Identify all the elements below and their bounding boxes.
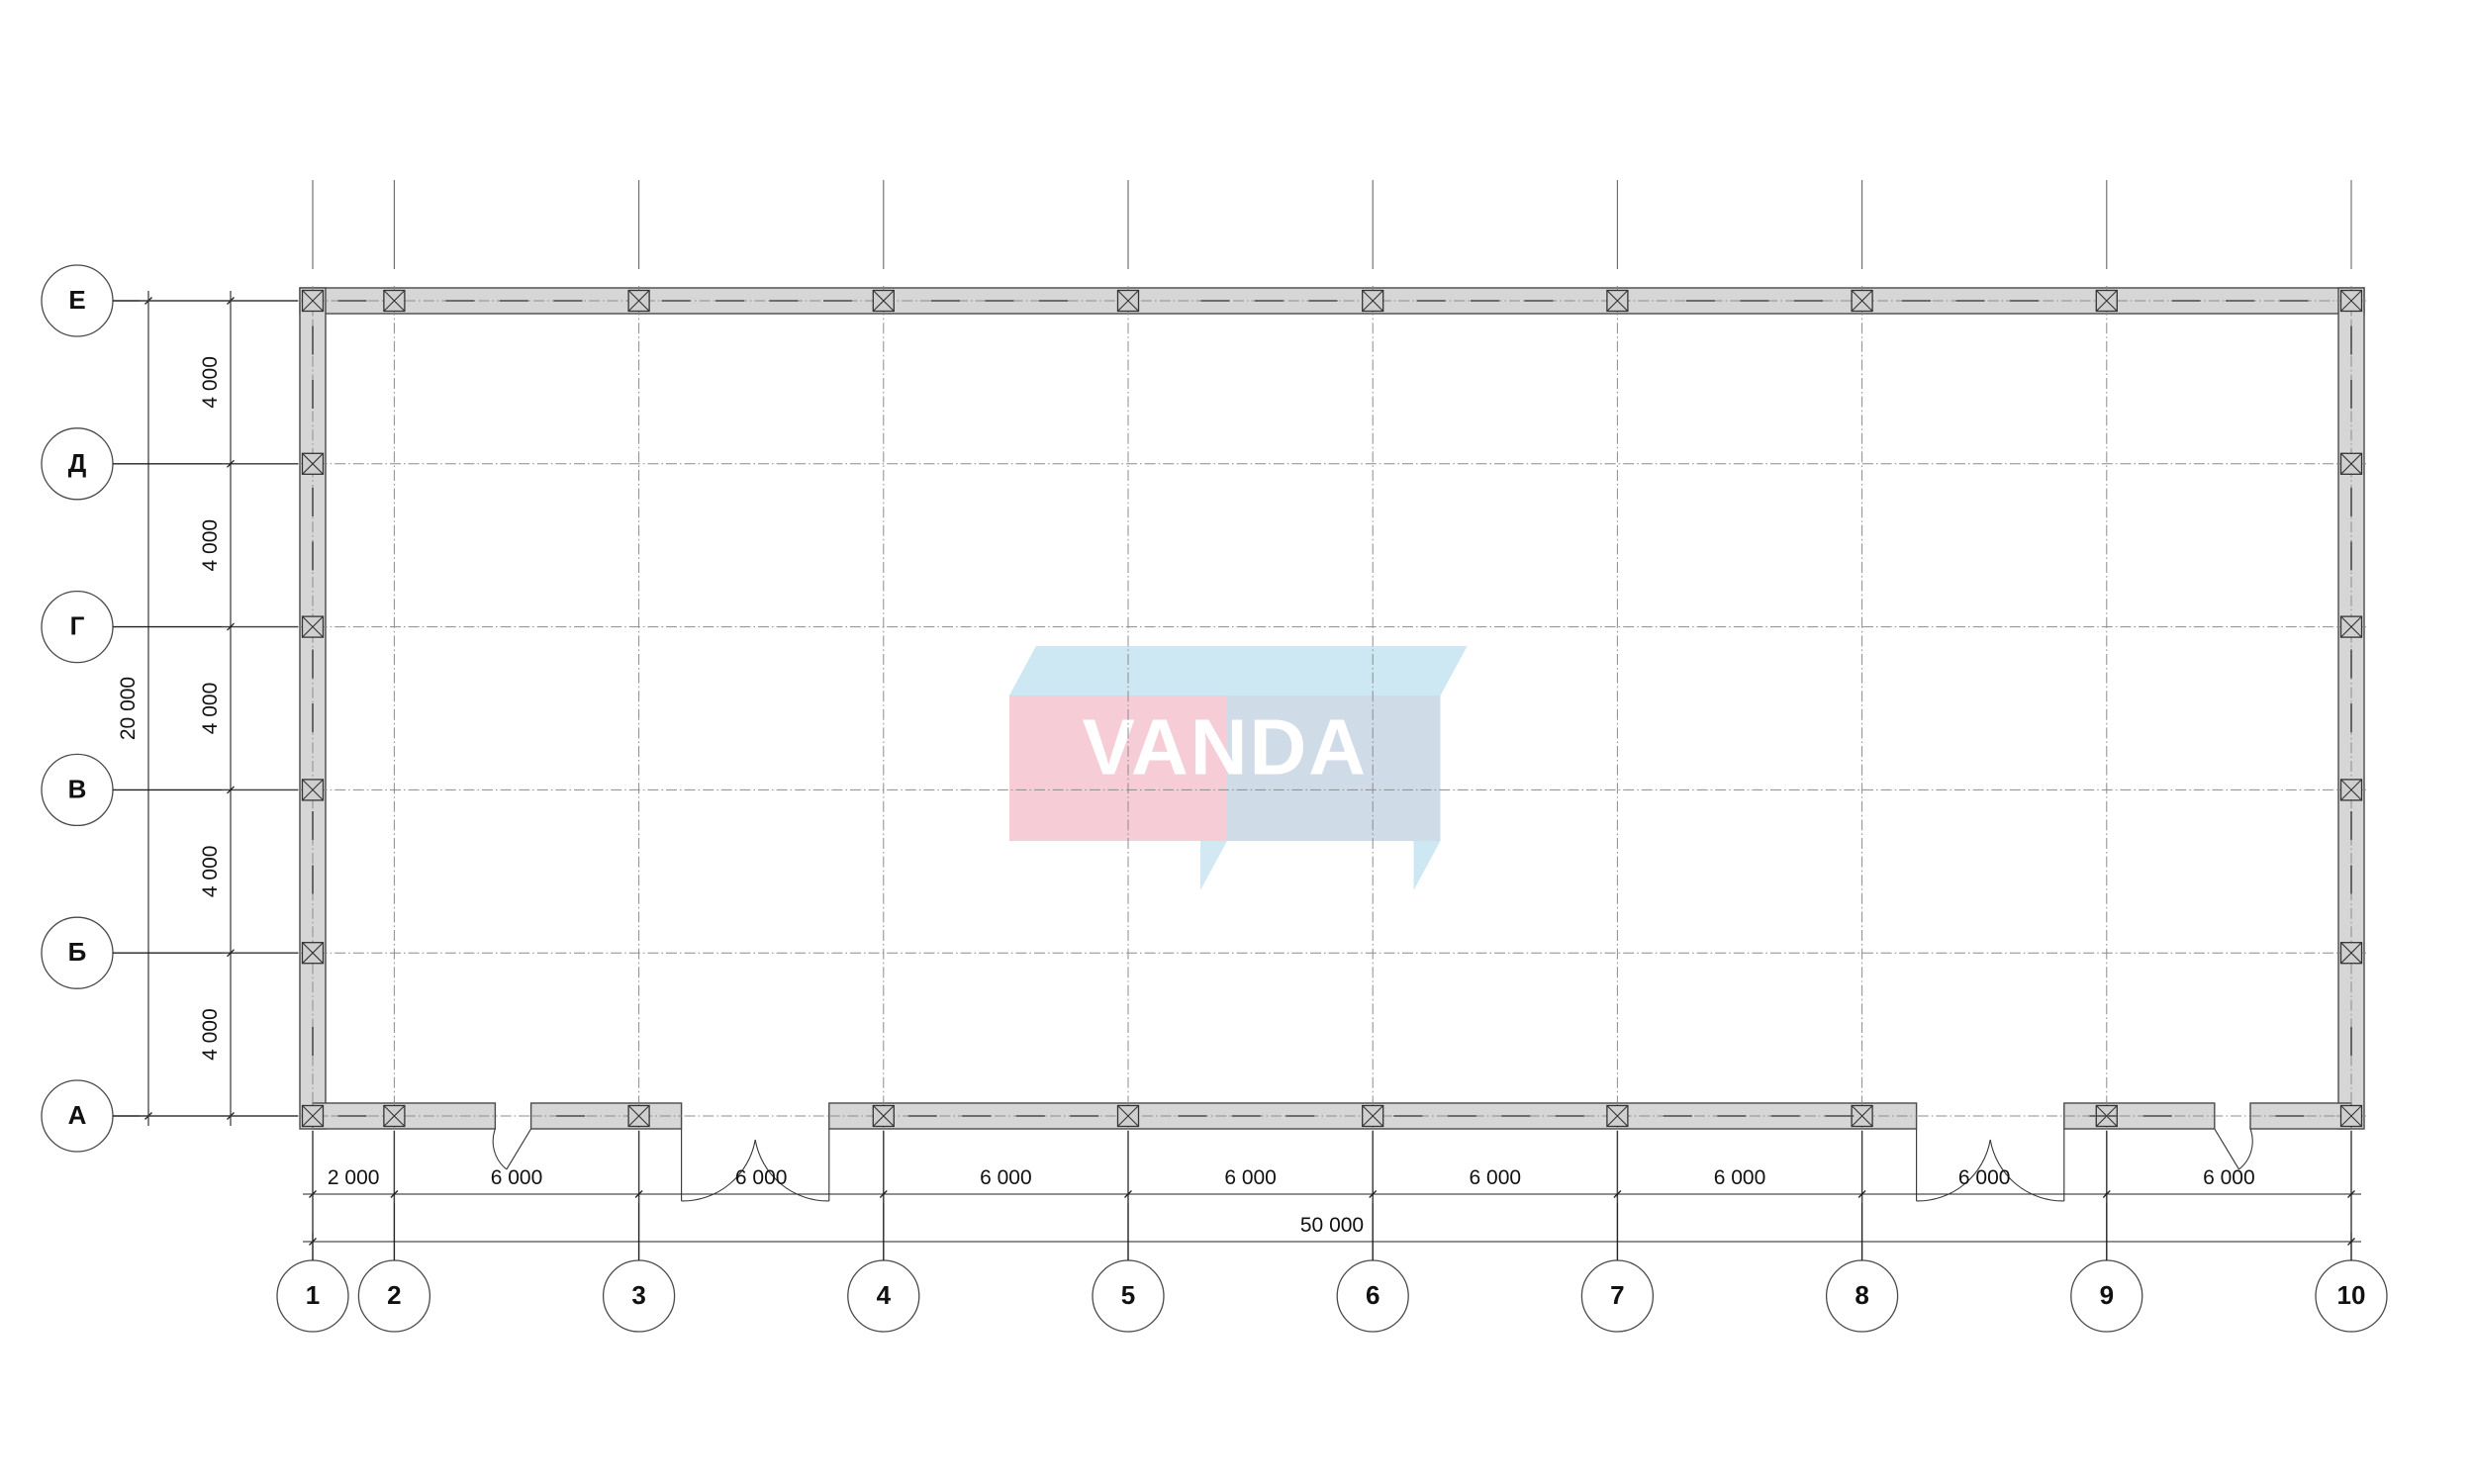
svg-text:4 000: 4 000 [199,519,222,572]
svg-text:4 000: 4 000 [199,1008,222,1061]
svg-text:Г: Г [70,611,85,641]
svg-text:6 000: 6 000 [1958,1166,2011,1189]
svg-text:6 000: 6 000 [735,1166,788,1189]
svg-text:6 000: 6 000 [1714,1166,1766,1189]
svg-text:Б: Б [68,937,87,967]
svg-text:Е: Е [68,285,85,315]
svg-text:6 000: 6 000 [980,1166,1032,1189]
svg-text:4 000: 4 000 [199,356,222,409]
svg-text:4 000: 4 000 [199,846,222,898]
svg-text:50 000: 50 000 [1300,1214,1364,1237]
svg-text:6 000: 6 000 [1224,1166,1277,1189]
svg-text:3: 3 [631,1280,645,1310]
svg-text:6 000: 6 000 [1470,1166,1522,1189]
svg-text:5: 5 [1121,1280,1135,1310]
svg-text:10: 10 [2337,1280,2366,1310]
svg-text:9: 9 [2100,1280,2114,1310]
svg-text:6: 6 [1366,1280,1380,1310]
svg-text:8: 8 [1855,1280,1868,1310]
svg-text:7: 7 [1610,1280,1624,1310]
svg-text:2: 2 [387,1280,401,1310]
svg-text:6 000: 6 000 [2203,1166,2255,1189]
svg-text:6 000: 6 000 [491,1166,543,1189]
svg-text:20 000: 20 000 [117,677,140,740]
svg-text:2 000: 2 000 [328,1166,380,1189]
svg-text:4: 4 [877,1280,892,1310]
svg-text:VANDA: VANDA [1083,703,1369,791]
svg-text:А: А [68,1100,87,1130]
svg-text:Д: Д [68,448,87,478]
svg-text:1: 1 [306,1280,320,1310]
svg-text:В: В [68,774,87,803]
svg-text:4 000: 4 000 [199,683,222,735]
